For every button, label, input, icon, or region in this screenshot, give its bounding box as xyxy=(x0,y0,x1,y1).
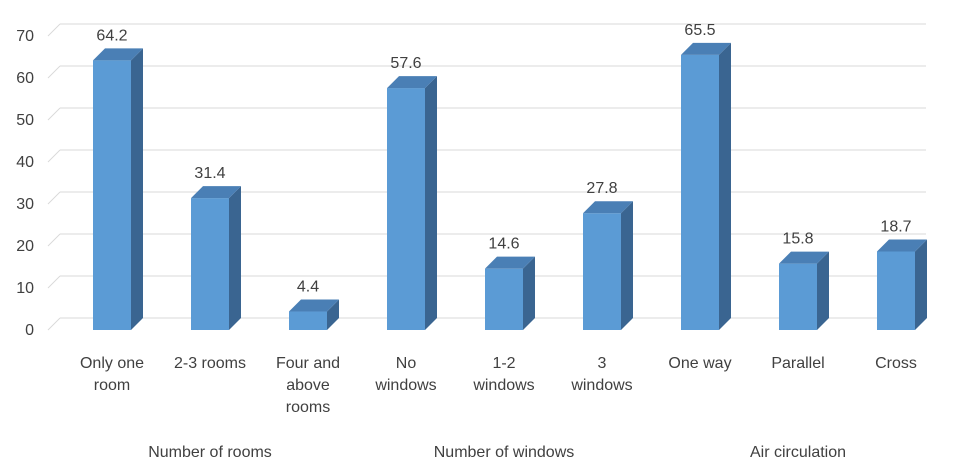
bar-top xyxy=(93,48,143,61)
gridline-depth xyxy=(47,275,61,289)
bar xyxy=(583,201,633,330)
group-labels: Number of rooms Number of windows Air circ… xyxy=(148,444,846,461)
bar-top xyxy=(877,239,927,252)
group-label: Number of rooms xyxy=(148,444,272,461)
category-label: 2-3 rooms xyxy=(174,355,246,372)
category-label: No windows xyxy=(374,355,436,394)
bar xyxy=(485,256,535,330)
bar-front xyxy=(583,213,621,330)
bar-top xyxy=(289,299,339,312)
category-label: 3 windows xyxy=(570,355,632,394)
bar xyxy=(387,76,437,330)
category-label: Only one room xyxy=(80,355,144,394)
y-tick-label: 10 xyxy=(16,280,34,297)
category-label: Parallel xyxy=(771,355,824,372)
gridline-depth xyxy=(47,317,61,331)
bar-front xyxy=(485,268,523,330)
group-label: Number of windows xyxy=(434,444,575,461)
y-tick-label: 50 xyxy=(16,112,34,129)
data-label: 57.6 xyxy=(390,55,421,72)
gridline-depth xyxy=(47,65,61,79)
data-label: 18.7 xyxy=(880,218,911,235)
data-label: 14.6 xyxy=(488,236,519,253)
gridline-depth xyxy=(47,233,61,247)
y-tick-label: 20 xyxy=(16,238,34,255)
bar xyxy=(93,48,143,331)
data-label: 65.5 xyxy=(684,22,715,39)
bar-side xyxy=(425,76,437,330)
y-tick-label: 30 xyxy=(16,196,34,213)
bar-top xyxy=(485,256,535,269)
bar xyxy=(289,299,339,330)
bar xyxy=(779,251,829,330)
category-label: 1-2 windows xyxy=(472,355,534,394)
bar-side xyxy=(523,256,535,330)
bar-side xyxy=(817,251,829,330)
bar-top xyxy=(681,42,731,55)
bar-top xyxy=(583,201,633,214)
bar-top xyxy=(191,186,241,199)
bar-side xyxy=(621,201,633,330)
gridline-depth xyxy=(47,23,61,37)
bar xyxy=(191,186,241,330)
bars xyxy=(93,42,927,331)
y-axis-ticks: 0 10 20 30 40 50 60 70 xyxy=(16,28,34,339)
gridline-depth xyxy=(47,191,61,205)
bar-top xyxy=(387,76,437,89)
data-labels: 64.2 31.4 4.4 57.6 14.6 27.8 65.5 15.8 18.7 xyxy=(96,22,911,296)
bar-side xyxy=(719,42,731,331)
data-label: 64.2 xyxy=(96,27,127,44)
bar-side xyxy=(229,186,241,330)
y-tick-label: 0 xyxy=(25,322,34,339)
bar-side xyxy=(327,299,339,330)
bar-side xyxy=(131,48,143,331)
bar-front xyxy=(191,198,229,330)
gridline-depth xyxy=(47,107,61,121)
category-label: Cross xyxy=(875,355,917,372)
bar-front xyxy=(681,54,719,331)
bar xyxy=(877,239,927,330)
category-label: One way xyxy=(668,355,731,372)
y-tick-label: 40 xyxy=(16,154,34,171)
y-tick-label: 60 xyxy=(16,70,34,87)
bar-front xyxy=(93,60,131,331)
group-label: Air circulation xyxy=(750,444,846,461)
bar-front xyxy=(289,311,327,330)
bar-front xyxy=(877,251,915,330)
bar-front xyxy=(387,88,425,330)
data-label: 4.4 xyxy=(297,279,319,296)
bar-front xyxy=(779,263,817,330)
gridline-depth xyxy=(47,149,61,163)
data-label: 31.4 xyxy=(194,165,225,182)
category-labels: Only one room 2-3 rooms Four and above rooms N… xyxy=(80,355,917,416)
bar-top xyxy=(779,251,829,264)
bar-side xyxy=(915,239,927,330)
data-label: 15.8 xyxy=(782,231,813,248)
y-tick-label: 70 xyxy=(16,28,34,45)
bar xyxy=(681,42,731,331)
category-label: Four and above rooms xyxy=(276,355,340,416)
data-label: 27.8 xyxy=(586,180,617,197)
